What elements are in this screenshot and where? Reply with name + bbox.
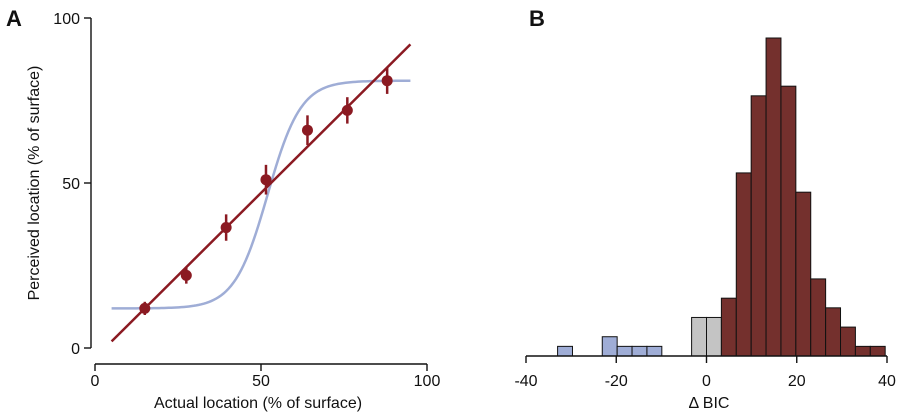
panel-b-x-ticks: -40 -20 0 20 40	[514, 356, 896, 390]
histogram-bar	[631, 345, 648, 357]
x-tick-label: 40	[878, 373, 896, 390]
panel-b-x-label: Δ BIC	[689, 395, 730, 412]
data-point	[260, 174, 272, 186]
data-point	[381, 75, 393, 87]
histogram-bar	[780, 85, 797, 357]
histogram-bar	[795, 191, 812, 357]
histogram-bar	[750, 95, 767, 357]
data-point	[301, 124, 313, 136]
y-tick-label: 50	[62, 176, 80, 193]
panel-b-letter: B	[529, 6, 545, 31]
histogram-bars	[557, 37, 886, 357]
x-tick-label: -20	[605, 373, 628, 390]
data-points	[139, 67, 393, 315]
x-tick-label: 0	[91, 373, 100, 390]
histogram-bar	[616, 345, 633, 357]
sigmoid-fit-line	[111, 79, 411, 310]
histogram-bar	[646, 345, 663, 357]
x-tick-label: 50	[252, 373, 270, 390]
histogram-bar	[825, 307, 842, 357]
panel-a-x-label: Actual location (% of surface)	[154, 395, 362, 412]
data-point	[139, 302, 151, 314]
histogram-bar	[765, 37, 782, 357]
histogram-bar	[557, 345, 573, 357]
histogram-bar	[810, 278, 827, 357]
panel-a-y-ticks: 0 50 100	[53, 11, 91, 358]
data-point	[220, 222, 232, 234]
x-tick-label: 20	[788, 373, 806, 390]
panel-a: A 0 50 100 0 50 100 Actual location (% of su…	[6, 6, 440, 412]
data-point	[180, 269, 192, 281]
histogram-bar	[735, 172, 752, 357]
panel-b: B -40 -20 0 20 40 Δ BIC	[514, 6, 896, 412]
histogram-bar	[840, 326, 856, 357]
panel-a-letter: A	[6, 6, 22, 31]
histogram-bar	[601, 336, 618, 357]
histogram-bar	[869, 345, 886, 357]
y-tick-label: 0	[71, 341, 80, 358]
x-tick-label: 100	[414, 373, 441, 390]
histogram-bar	[706, 316, 722, 357]
linear-fit-line	[110, 43, 412, 343]
data-point	[341, 104, 353, 116]
histogram-bar	[720, 297, 737, 357]
y-tick-label: 100	[53, 11, 80, 28]
histogram-bar	[854, 345, 871, 357]
x-tick-label: 0	[702, 373, 711, 390]
histogram-bar	[691, 316, 708, 357]
panel-a-y-label: Perceived location (% of surface)	[26, 66, 43, 301]
x-tick-label: -40	[514, 373, 537, 390]
panel-a-x-ticks: 0 50 100	[91, 364, 441, 390]
